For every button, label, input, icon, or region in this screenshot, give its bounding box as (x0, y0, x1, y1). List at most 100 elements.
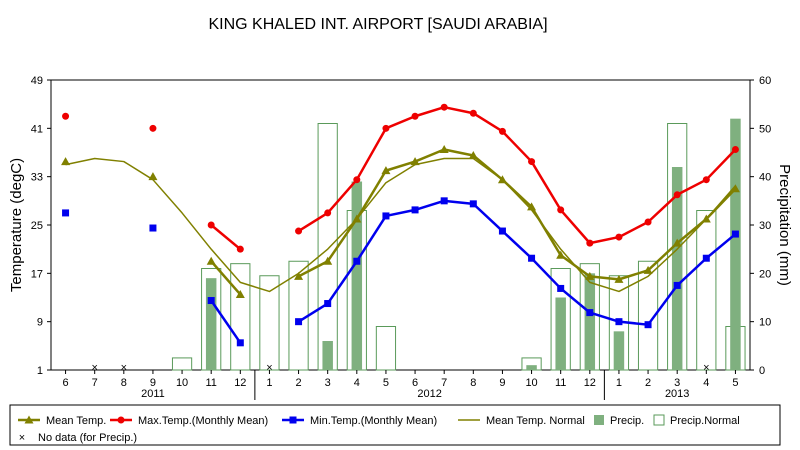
series-point-1 (528, 158, 536, 166)
series-point-1 (62, 112, 70, 120)
x-tick-label: 8 (470, 377, 476, 389)
year-label: 2012 (417, 388, 441, 400)
precip-bar (584, 273, 596, 370)
no-data-marker: × (91, 362, 97, 374)
series-point-0 (439, 144, 449, 153)
legend-swatch-box (594, 415, 604, 425)
no-data-marker: × (121, 362, 127, 374)
series-point-1 (586, 239, 594, 247)
x-tick-label: 5 (732, 377, 738, 389)
x-tick-label: 8 (121, 377, 127, 389)
series-point-1 (644, 218, 652, 226)
series-point-0 (556, 250, 566, 259)
x-tick-label: 11 (205, 377, 216, 389)
series-point-2 (469, 200, 477, 208)
x-tick-label: 4 (354, 377, 360, 389)
precip-bar (671, 167, 683, 370)
legend-item-nodata: × No data (for Precip.) (19, 432, 137, 444)
x-tick-label: 4 (703, 377, 709, 389)
series-point-1 (702, 176, 710, 184)
series-point-1 (557, 206, 565, 214)
x-tick-label: 12 (234, 377, 246, 389)
y-right-tick-label: 40 (759, 172, 771, 184)
x-tick-label: 1 (266, 377, 272, 389)
legend-swatch-marker (24, 415, 34, 424)
y-left-tick-label: 25 (31, 220, 43, 232)
legend-label: Min.Temp.(Monthly Mean) (310, 415, 437, 427)
x-tick-label: 2 (645, 377, 651, 389)
precip-bar (555, 297, 566, 370)
series-point-0 (614, 274, 624, 283)
precip-normal-bar (696, 210, 717, 371)
precip-bar (730, 118, 741, 371)
y-left-tick-label: 9 (37, 317, 43, 329)
legend-item-mean: Mean Temp. (18, 415, 106, 427)
legend-label: No data (for Precip.) (38, 432, 137, 444)
series-point-2 (236, 339, 244, 347)
x-tick-label: 6 (412, 377, 418, 389)
legend-swatch-cross: × (19, 432, 25, 444)
series-point-2 (644, 321, 652, 329)
series-line-2 (297, 199, 737, 326)
series-point-1 (207, 221, 215, 229)
x-tick-label: 9 (499, 377, 505, 389)
y-right-tick-label: 20 (759, 268, 771, 280)
series-point-2 (353, 257, 361, 265)
year-label: 2013 (665, 388, 689, 400)
series-point-1 (498, 127, 506, 135)
mean-temp-normal-line (65, 157, 737, 293)
y-axis-left-label: Temperature (degC) (8, 158, 25, 292)
legend: Mean Temp. Max.Temp.(Monthly Mean) Min.Tem… (9, 404, 781, 446)
legend-item-precip: Precip. (594, 415, 644, 427)
legend-item-max: Max.Temp.(Monthly Mean) (110, 415, 268, 427)
x-tick-label: 7 (441, 377, 447, 389)
legend-swatch-marker (289, 416, 297, 424)
series-point-2 (324, 300, 332, 308)
no-data-marker: × (703, 362, 709, 374)
legend-item-normal: Mean Temp. Normal (458, 415, 585, 427)
series-point-1 (382, 124, 390, 132)
x-tick-label: 1 (616, 377, 622, 389)
series-point-2 (295, 318, 303, 326)
series-point-2 (498, 227, 506, 235)
legend-swatch-marker (117, 416, 125, 424)
series-point-2 (382, 212, 390, 220)
y-left-tick-label: 17 (31, 268, 43, 280)
series-point-0 (468, 151, 478, 160)
y-right-tick-label: 0 (759, 365, 765, 377)
x-tick-label: 3 (325, 377, 331, 389)
legend-label: Max.Temp.(Monthly Mean) (138, 415, 268, 427)
legend-item-precipnormal: Precip.Normal (653, 414, 740, 427)
precip-normal-bar (375, 326, 397, 371)
legend-label: Mean Temp. Normal (486, 415, 585, 427)
x-tick-label: 10 (525, 377, 537, 389)
series-point-0 (381, 166, 391, 175)
series-point-1 (149, 124, 157, 132)
y-axis-right-label: Precipitation (mm) (776, 164, 793, 286)
series-point-1 (295, 227, 303, 235)
chart-title: KING KHALED INT. AIRPORT [SAUDI ARABIA] (208, 16, 547, 33)
precip-bar (613, 331, 625, 370)
x-tick-label: 11 (555, 377, 566, 389)
series-point-2 (62, 209, 70, 217)
no-data-marker: × (266, 362, 272, 374)
legend-item-min: Min.Temp.(Monthly Mean) (282, 415, 437, 427)
series-point-0 (585, 271, 595, 280)
precip-bar (351, 181, 363, 370)
series-point-0 (61, 157, 71, 166)
series-point-1 (469, 109, 477, 117)
series-point-1 (324, 209, 332, 217)
y-right-tick-label: 60 (759, 75, 771, 87)
series-point-1 (411, 112, 419, 120)
series-point-2 (207, 297, 215, 305)
legend-label: Precip.Normal (670, 415, 740, 427)
x-tick-label: 10 (176, 377, 188, 389)
precip-normal-bar (171, 357, 193, 371)
series-point-2 (557, 284, 565, 292)
series-point-1 (731, 145, 739, 153)
series-point-0 (323, 256, 333, 265)
legend-label: Precip. (610, 415, 644, 427)
precip-bar (205, 278, 217, 370)
